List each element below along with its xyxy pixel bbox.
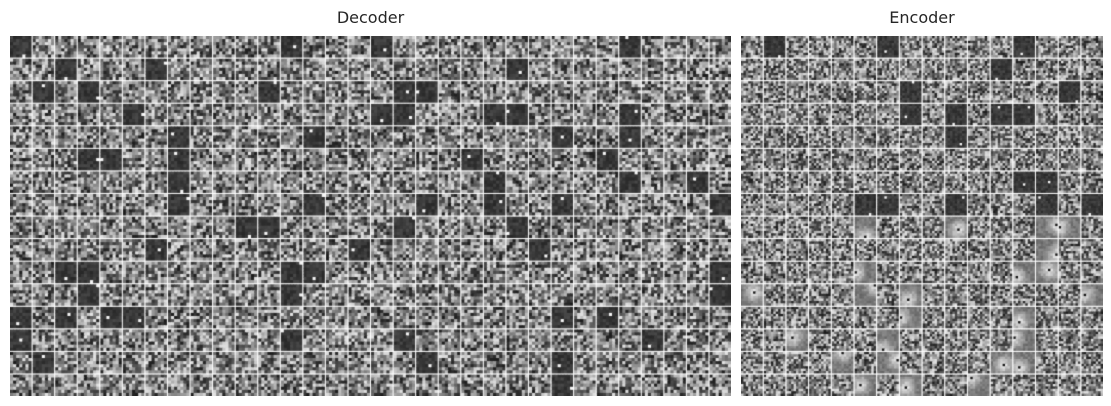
decoder-title: Decoder	[336, 8, 405, 27]
decoder-filter-canvas	[10, 36, 731, 396]
encoder-filter-grid	[741, 36, 1103, 396]
decoder-filter-grid	[10, 36, 731, 396]
encoder-title: Encoder	[889, 8, 955, 27]
encoder-filter-canvas	[741, 36, 1103, 396]
